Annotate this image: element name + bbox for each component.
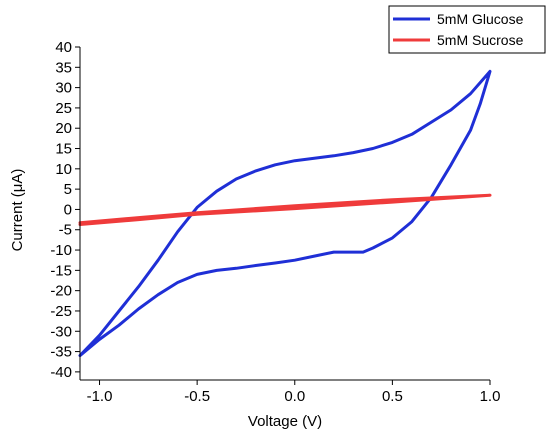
y-tick-label: 10 — [55, 161, 72, 178]
series-line-5mm-glucose — [78, 69, 492, 358]
x-tick-label: 0.5 — [382, 388, 403, 405]
y-tick-label: 5 — [64, 181, 72, 198]
y-tick-label: 30 — [55, 80, 72, 97]
y-tick-label: -20 — [50, 283, 72, 300]
legend-box — [388, 5, 546, 54]
y-tick-label: 0 — [64, 201, 72, 218]
series-line-5mm-sucrose — [78, 193, 492, 226]
plot-area — [78, 69, 492, 358]
legend-label-glucose: 5mM Glucose — [437, 11, 524, 27]
y-tick-label: -40 — [50, 364, 72, 381]
y-axis-label: Current (μA) — [9, 169, 26, 252]
y-tick-label: 40 — [55, 39, 72, 56]
y-tick-label: 15 — [55, 141, 72, 158]
y-tick-label: -30 — [50, 323, 72, 340]
legend: 5mM Glucose 5mM Sucrose — [388, 5, 546, 54]
y-tick-label: -10 — [50, 242, 72, 259]
y-tick-label: -15 — [50, 262, 72, 279]
x-tick-label: 0.0 — [284, 388, 305, 405]
x-tick-label: 1.0 — [480, 388, 501, 405]
y-tick-label: -5 — [59, 222, 72, 239]
axes: -1.0 -0.5 0.0 0.5 1.0 -40 -35 -30 -25 -20 -15 -10 -5… — [50, 39, 500, 405]
y-tick-label: 35 — [55, 59, 72, 76]
y-tick-label: 25 — [55, 100, 72, 117]
x-axis-label: Voltage (V) — [248, 413, 322, 430]
y-tick-label: -35 — [50, 344, 72, 361]
legend-label-sucrose: 5mM Sucrose — [437, 32, 524, 48]
x-tick-label: -1.0 — [87, 388, 113, 405]
x-tick-label: -0.5 — [184, 388, 210, 405]
y-tick-label: -25 — [50, 303, 72, 320]
y-tick-label: 20 — [55, 120, 72, 137]
